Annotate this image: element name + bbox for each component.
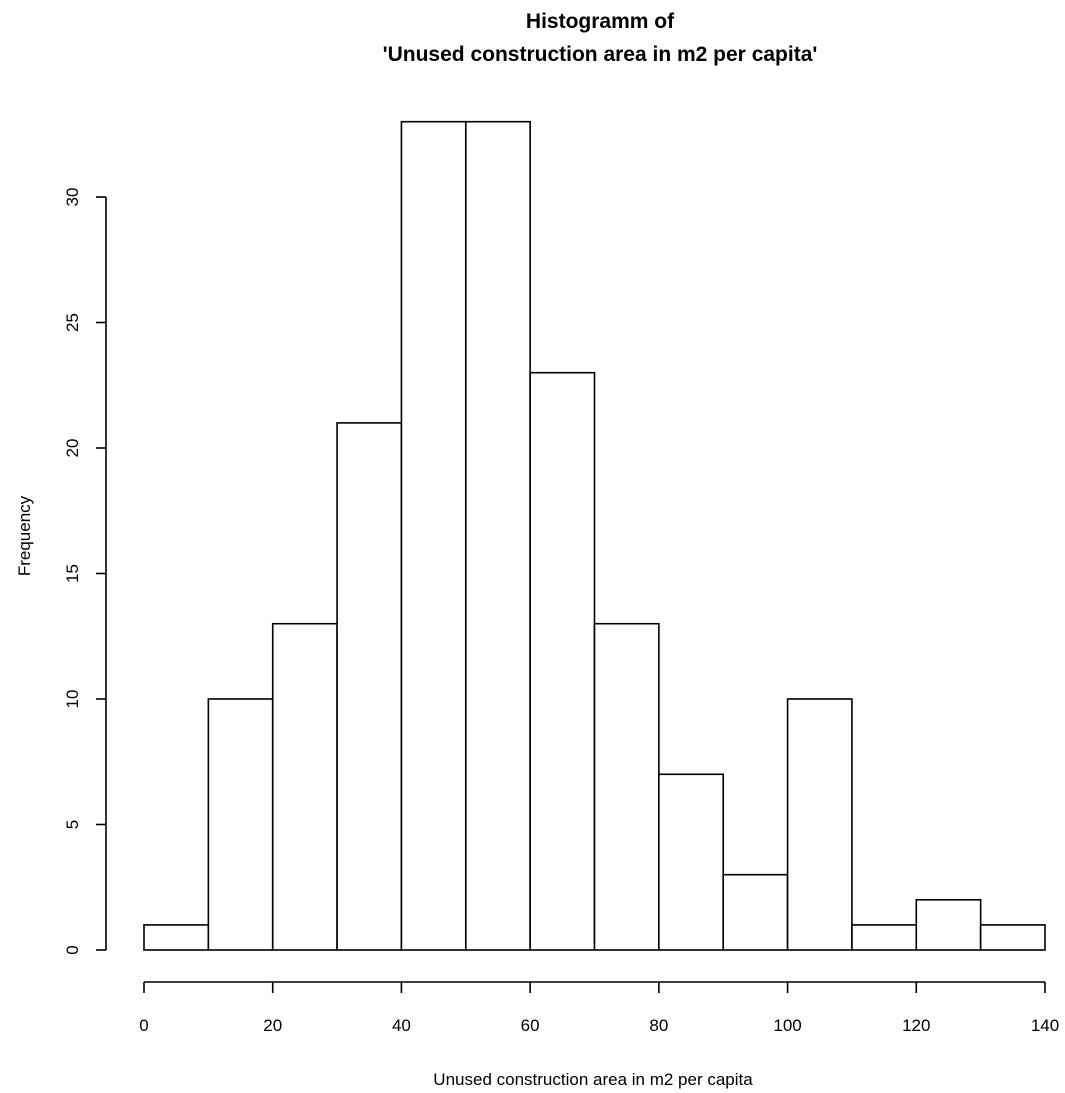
histogram-bar-80-90 [658,773,725,951]
x-tick-label: 120 [902,1016,930,1035]
y-tick-label: 15 [63,564,82,583]
histogram-bars [143,120,1046,951]
histogram-bar-90-100 [722,873,789,951]
histogram-bar-30-40 [336,422,403,951]
histogram-bar-50-60 [464,120,531,951]
x-axis-label: Unused construction area in m2 per capit… [433,1070,753,1089]
y-axis-ticks: 0 5 10 15 20 25 30 [63,188,106,955]
y-axis-label: Frequency [15,495,34,576]
y-tick-label: 25 [63,313,82,332]
histogram-bar-60-70 [529,371,596,951]
x-tick-label: 80 [649,1016,668,1035]
x-axis-ticks: 0 20 40 60 80 100 120 140 [139,982,1059,1035]
y-tick-label: 20 [63,439,82,458]
histogram-bar-70-80 [593,622,660,951]
histogram-bar-120-130 [915,898,982,951]
y-tick-label: 5 [63,820,82,829]
y-tick-label: 30 [63,188,82,207]
histogram-bar-40-50 [400,120,467,951]
x-tick-label: 140 [1031,1016,1059,1035]
x-tick-label: 0 [139,1016,148,1035]
x-tick-label: 60 [521,1016,540,1035]
y-tick-label: 10 [63,690,82,709]
histogram-bar-100-110 [786,698,853,951]
histogram-bar-10-20 [207,698,274,951]
histogram-bar-0-10 [143,924,210,951]
y-tick-label: 0 [63,945,82,954]
chart-title-line-1: Histogramm of [526,10,675,33]
histogram-bar-20-30 [271,622,338,951]
x-tick-label: 40 [392,1016,411,1035]
histogram-bar-130-140 [979,924,1046,951]
histogram-bar-110-120 [851,924,918,951]
x-tick-label: 100 [773,1016,801,1035]
x-tick-label: 20 [263,1016,282,1035]
chart-title-line-2: 'Unused construction area in m2 per capi… [383,43,818,66]
